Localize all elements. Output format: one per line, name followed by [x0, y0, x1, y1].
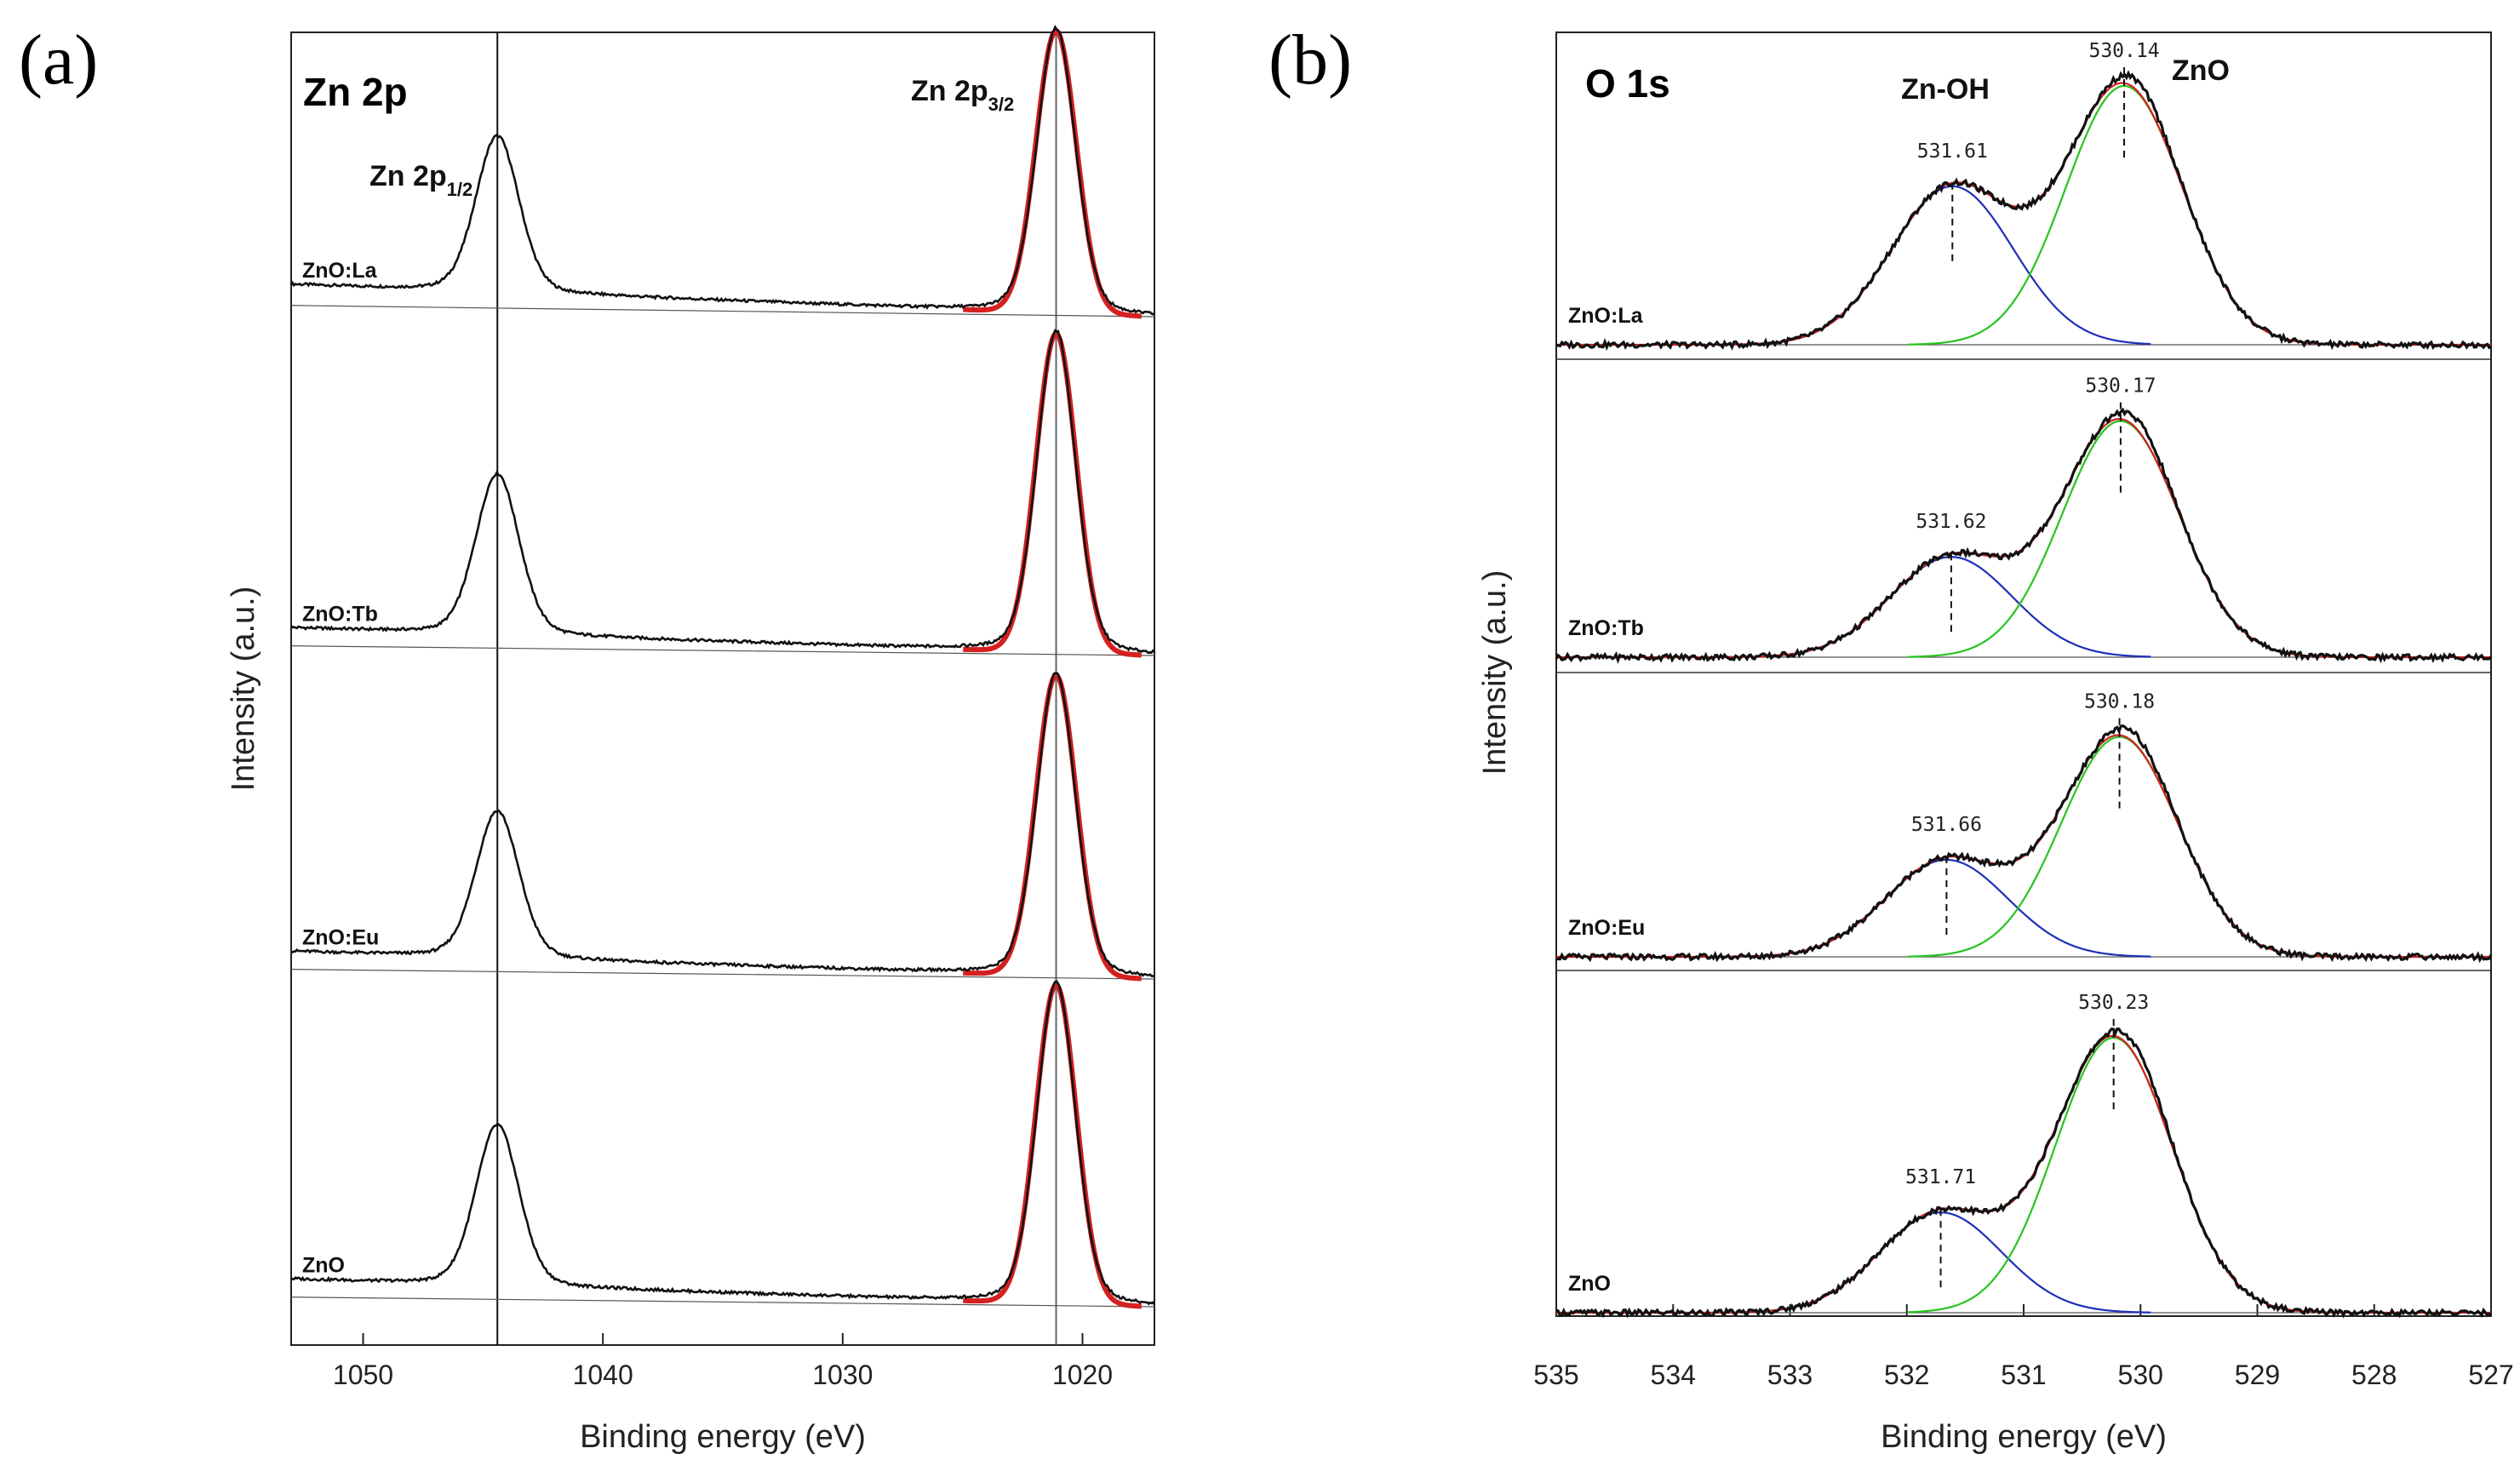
panel-b-tick-label-529: 529: [2235, 1360, 2280, 1390]
spectrum-line: [290, 672, 1155, 978]
znoh-peak-label: 531.61: [1917, 140, 1988, 163]
znoh-peak-label: 531.66: [1911, 814, 1982, 836]
panel-a-reference-lines: [496, 32, 1057, 1345]
baseline: [290, 305, 1155, 318]
fit-curve: [963, 28, 1142, 319]
envelope-fit: [1556, 82, 2491, 346]
panel-a-frame: [290, 31, 1155, 1346]
panel-b-tick-label-528: 528: [2351, 1360, 2397, 1390]
znoh-component: [1721, 1211, 2151, 1314]
sample-label: ZnO:Tb: [302, 603, 378, 627]
panel-a-series-zno-la: ZnO:La: [289, 25, 1155, 319]
panel-b-ylabel: Intensity (a.u.): [1477, 570, 1513, 776]
panel-b-series: 531.61530.14ZnO:La531.62530.17ZnO:Tb531.…: [1555, 40, 2493, 1319]
sample-label: ZnO:Tb: [1568, 616, 1644, 640]
znoh-peak-label: 531.71: [1905, 1166, 1976, 1188]
spectrum-line: [290, 328, 1155, 655]
fit-curve: [963, 673, 1142, 982]
spectrum-line: [1555, 407, 2493, 664]
sample-label: ZnO:La: [1568, 304, 1644, 328]
panel-b-tick-label-535: 535: [1533, 1360, 1578, 1390]
zno-component: [1907, 736, 2338, 958]
sample-label: ZnO:Eu: [302, 926, 379, 950]
panel-a-zn2p: Zn 2p Binding energy (eV) Intensity (a.u…: [226, 25, 1156, 1455]
znoh-peak-label: 531.62: [1916, 511, 1986, 533]
panel-a-annotations: Zn 2p1/2 Zn 2p3/2: [369, 75, 1014, 200]
panel-b-series-zno-tb: 531.62 530.17 ZnO:Tb: [1555, 375, 2493, 664]
spectrum-line: [1555, 1027, 2492, 1319]
sample-label: ZnO: [302, 1254, 345, 1278]
panel-a-series-zno: ZnO: [290, 980, 1156, 1309]
zno-component: [1907, 84, 2338, 346]
envelope-fit: [1556, 418, 2491, 659]
panel-b-tick-label-532: 532: [1884, 1360, 1929, 1390]
panel-a-letter: (a): [19, 20, 98, 100]
envelope-fit: [1556, 1034, 2491, 1314]
panel-a-x-ticks: 1050 1040 1030 1020: [333, 1333, 1113, 1390]
panel-b-o1s: O 1s Binding energy (eV) Intensity (a.u.…: [1477, 31, 2514, 1455]
panel-a-title: Zn 2p: [303, 70, 408, 114]
panel-b-x-ticks: 535 534 533 532 531 530 529 528 527: [1533, 1304, 2514, 1390]
spectrum-line: [1555, 70, 2492, 352]
znoh-component: [1721, 556, 2151, 659]
panel-a-tick-label-1040: 1040: [573, 1360, 633, 1390]
baseline: [290, 969, 1155, 980]
panel-b-letter: (b): [1269, 20, 1352, 100]
panel-a-series: ZnO:La ZnO:Tb ZnO:Eu ZnO: [289, 25, 1156, 1309]
znoh-component: [1721, 858, 2151, 958]
panel-a-xlabel: Binding energy (eV): [580, 1419, 866, 1455]
panel-a-series-zno-tb: ZnO:Tb: [290, 328, 1155, 658]
fit-curve: [963, 331, 1142, 658]
panel-b-dividers: [1556, 358, 2491, 971]
panel-a-annotation-1: Zn 2p3/2: [911, 75, 1014, 115]
panel-b-tick-label-533: 533: [1767, 1360, 1813, 1390]
panel-a-series-zno-eu: ZnO:Eu: [290, 672, 1155, 982]
panel-a-tick-label-1050: 1050: [333, 1360, 393, 1390]
envelope-fit: [1556, 734, 2491, 959]
panel-a-ylabel: Intensity (a.u.): [226, 587, 261, 792]
fit-curve: [963, 982, 1142, 1309]
zno-peak-label: 530.18: [2084, 691, 2155, 713]
sample-label: ZnO:Eu: [1568, 916, 1645, 940]
zno-peak-label: 530.23: [2078, 992, 2149, 1014]
panel-b-xlabel: Binding energy (eV): [1881, 1419, 2167, 1455]
zno-peak-label: 530.17: [2085, 375, 2156, 398]
spectrum-line: [290, 980, 1156, 1306]
panel-a-tick-label-1030: 1030: [812, 1360, 873, 1390]
panel-b-series-zno: 531.71 530.23 ZnO: [1555, 992, 2492, 1319]
zno-component: [1907, 420, 2338, 658]
znoh-component: [1721, 185, 2151, 346]
sample-label: ZnO: [1568, 1272, 1611, 1296]
panel-b-frame: [1555, 31, 2492, 1317]
panel-a-annotation-0: Zn 2p1/2: [369, 160, 472, 200]
panel-b-series-zno-la: 531.61 530.14 ZnO:La: [1555, 40, 2492, 352]
panel-a-tick-label-1020: 1020: [1052, 1360, 1113, 1390]
component-label-zno: ZnO: [2172, 54, 2230, 87]
spectrum-line: [289, 25, 1155, 316]
sample-label: ZnO:La: [302, 259, 378, 283]
baseline: [290, 645, 1155, 656]
panel-b-series-zno-eu: 531.66 530.18 ZnO:Eu: [1555, 691, 2493, 964]
component-label-znoh: Zn-OH: [1901, 73, 1990, 106]
zno-peak-label: 530.14: [2088, 40, 2159, 62]
baseline: [290, 1297, 1155, 1308]
panel-b-tick-label-527: 527: [2468, 1360, 2513, 1390]
panel-b-tick-label-530: 530: [2118, 1360, 2163, 1390]
spectrum-line: [1555, 724, 2493, 964]
panel-b-title: O 1s: [1585, 61, 1670, 106]
panel-b-tick-label-531: 531: [2001, 1360, 2046, 1390]
panel-b-tick-label-534: 534: [1651, 1360, 1696, 1390]
